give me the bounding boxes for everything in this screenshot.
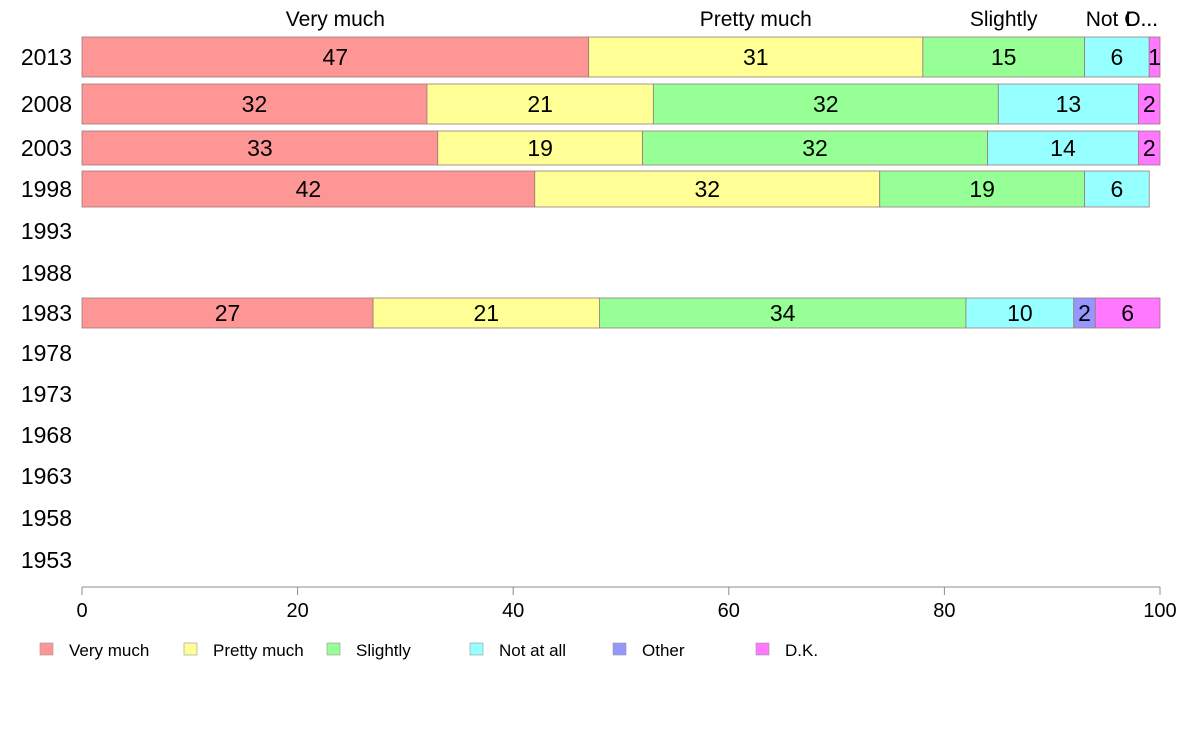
bar-segment <box>879 170 1085 208</box>
top-segment-label: Not O... <box>1086 8 1158 31</box>
y-tick-label: 1973 <box>21 381 72 407</box>
x-tick-label: 80 <box>933 600 955 622</box>
bar-value-label: 6 <box>1110 44 1123 70</box>
bar-segment <box>599 297 967 329</box>
bars: 47 31 15 6 132 21 32 13 233 19 32 14 242 32 19 627 21 34 1… <box>81 36 1161 329</box>
bar-segment <box>534 170 881 208</box>
y-tick-label: 1983 <box>21 300 72 326</box>
bar-value-label: 47 <box>323 44 349 70</box>
bar-value-label: 21 <box>473 300 499 326</box>
bar-value-label: 13 <box>1056 91 1082 117</box>
y-tick-label: 1953 <box>21 547 72 573</box>
bar-segment <box>81 83 428 125</box>
y-tick-label: 1978 <box>21 340 72 366</box>
bar-segment <box>997 83 1139 125</box>
bar-segment <box>81 130 439 166</box>
bar-value-label: 33 <box>247 135 273 161</box>
x-axis: 0 20 40 60 80 100 <box>76 586 1177 622</box>
bar-segment <box>987 130 1139 166</box>
y-tick-label: 1963 <box>21 463 72 489</box>
legend-swatch <box>755 642 770 656</box>
bar-value-label: 32 <box>694 176 720 202</box>
bar-value-label: 6 <box>1121 300 1134 326</box>
bar-value-label: 2 <box>1143 135 1156 161</box>
legend: Very much Pretty much Slightly Not at all Ot… <box>39 641 818 660</box>
y-tick-label: 1958 <box>21 505 72 531</box>
bar-value-label: 32 <box>242 91 268 117</box>
bar-value-label: 34 <box>770 300 796 326</box>
bar-segment <box>642 130 988 166</box>
legend-swatch <box>39 642 54 656</box>
y-tick-label: 1993 <box>21 218 72 244</box>
legend-label: Pretty much <box>213 641 304 660</box>
bar-value-label: 1 <box>1148 44 1161 70</box>
legend-label: Very much <box>69 641 149 660</box>
bar-value-label: 31 <box>743 44 769 70</box>
y-tick-label: 1968 <box>21 422 72 448</box>
bar-value-label: 14 <box>1050 135 1076 161</box>
bar-segment <box>1138 130 1161 166</box>
y-tick-label: 2013 <box>21 44 72 70</box>
legend-swatch <box>326 642 341 656</box>
legend-swatch <box>612 642 627 656</box>
bar-segment <box>965 297 1075 329</box>
bar-segment <box>372 297 600 329</box>
bar-value-label: 2 <box>1078 300 1091 326</box>
bar-value-label: 19 <box>527 135 553 161</box>
top-segment-label: D... <box>1125 8 1158 31</box>
bar-value-label: 6 <box>1110 176 1123 202</box>
top-segment-labels: Very much Pretty much Slightly Not O...D... <box>286 8 1158 31</box>
bar-segment <box>81 170 536 208</box>
bar-value-label: 19 <box>969 176 995 202</box>
bar-value-label: 32 <box>813 91 839 117</box>
bar-segment <box>588 36 924 78</box>
bar-segment <box>426 83 654 125</box>
bar-segment <box>81 297 374 329</box>
bar-segment <box>1094 297 1161 329</box>
y-tick-label: 2008 <box>21 91 72 117</box>
y-tick-label: 1988 <box>21 260 72 286</box>
x-tick-label: 0 <box>76 600 87 622</box>
bar-value-label: 2 <box>1143 91 1156 117</box>
top-segment-label: Slightly <box>970 8 1038 31</box>
legend-label: Not at all <box>499 641 566 660</box>
y-axis-labels: 2013 2008 2003 1998 1993 1988 1983 1978 1973 1968… <box>21 44 72 573</box>
y-tick-label: 2003 <box>21 135 72 161</box>
bar-segment <box>437 130 643 166</box>
legend-label: Slightly <box>356 641 411 660</box>
bar-segment <box>1148 36 1161 78</box>
legend-label: D.K. <box>785 641 818 660</box>
x-tick-label: 40 <box>502 600 524 622</box>
bar-segment <box>1138 83 1161 125</box>
bar-value-label: 27 <box>215 300 241 326</box>
x-tick-label: 60 <box>718 600 740 622</box>
bar-value-label: 42 <box>296 176 322 202</box>
bar-segment <box>652 83 999 125</box>
legend-label: Other <box>642 641 685 660</box>
bar-segment <box>1084 170 1150 208</box>
bar-value-label: 10 <box>1007 300 1033 326</box>
bar-value-label: 21 <box>527 91 553 117</box>
bar-value-label: 15 <box>991 44 1017 70</box>
legend-swatch <box>469 642 484 656</box>
x-tick-label: 100 <box>1143 600 1176 622</box>
top-segment-label: Pretty much <box>700 8 812 31</box>
top-segment-label: Very much <box>286 8 385 31</box>
y-tick-label: 1998 <box>21 176 72 202</box>
legend-swatch <box>183 642 198 656</box>
x-tick-label: 20 <box>286 600 308 622</box>
bar-value-label: 32 <box>802 135 828 161</box>
